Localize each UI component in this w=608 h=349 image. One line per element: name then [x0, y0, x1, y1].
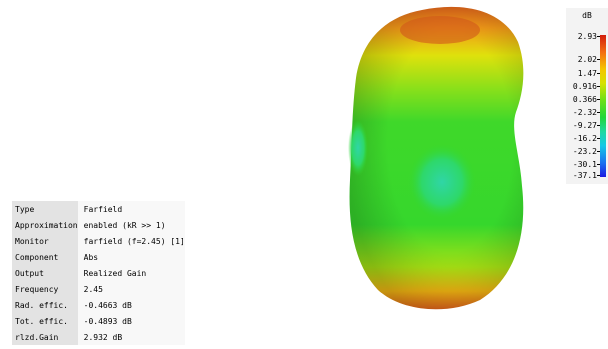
info-row-label: Tot. effic. [12, 313, 78, 329]
info-row-value: Farfield [77, 201, 185, 217]
info-row: Type Farfield [12, 201, 185, 217]
info-row: Output Realized Gain [12, 265, 185, 281]
legend-unit-label: dB [582, 11, 592, 20]
legend-tick-label: -9.27 [572, 121, 597, 130]
info-row-label: Rad. effic. [12, 297, 78, 313]
legend-tick-label: -37.1 [572, 171, 597, 180]
legend-tick-mark [597, 138, 600, 139]
legend-tick-label: 2.02 [577, 55, 597, 64]
info-row: Frequency 2.45 [12, 281, 185, 297]
legend-tick-mark [597, 151, 600, 152]
legend-tick-mark [597, 112, 600, 113]
legend-tick-mark [597, 125, 600, 126]
info-row: Component Abs [12, 249, 185, 265]
legend-tick-mark [597, 36, 600, 37]
radiation-pattern-3d[interactable] [330, 0, 550, 349]
color-scale-legend: dB 2.93 2.02 1.47 0.916 0.366 -2.32 -9.27 -16.2… [566, 8, 608, 184]
farfield-info-table: Type Farfield Approximation enabled (kR >> … [12, 201, 185, 345]
info-row-value: enabled (kR >> 1) [77, 217, 185, 233]
legend-tick-mark [597, 73, 600, 74]
legend-tick-label: -23.2 [572, 147, 597, 156]
info-row-value: 2.45 [77, 281, 185, 297]
info-row-label: Output [12, 265, 78, 281]
info-row: Rad. effic. -0.4663 dB [12, 297, 185, 313]
legend-tick-mark [597, 59, 600, 60]
info-row-value: Realized Gain [77, 265, 185, 281]
legend-tick-label: 2.93 [577, 32, 597, 41]
info-row-value: -0.4663 dB [77, 297, 185, 313]
info-row-label: Component [12, 249, 78, 265]
pattern-top-band [400, 16, 480, 44]
info-row: Monitor farfield (f=2.45) [1] [12, 233, 185, 249]
info-row: rlzd.Gain 2.932 dB [12, 329, 185, 345]
info-row-label: Frequency [12, 281, 78, 297]
info-row-label: Approximation [12, 217, 78, 233]
legend-tick-mark [597, 99, 600, 100]
pattern-dimple-left [348, 120, 368, 176]
info-row: Approximation enabled (kR >> 1) [12, 217, 185, 233]
info-row-label: Monitor [12, 233, 78, 249]
legend-tick-label: 0.916 [572, 82, 597, 91]
info-row-value: farfield (f=2.45) [1] [77, 233, 185, 249]
info-row-value: 2.932 dB [77, 329, 185, 345]
legend-tick-label: -2.32 [572, 108, 597, 117]
legend-color-bar [600, 35, 606, 177]
legend-tick-mark [597, 175, 600, 176]
legend-tick-label: 0.366 [572, 95, 597, 104]
info-row-value: Abs [77, 249, 185, 265]
info-row: Tot. effic. -0.4893 dB [12, 313, 185, 329]
info-row-label: rlzd.Gain [12, 329, 78, 345]
legend-tick-mark [597, 164, 600, 165]
legend-tick-mark [597, 86, 600, 87]
info-row-value: -0.4893 dB [77, 313, 185, 329]
legend-tick-label: -16.2 [572, 134, 597, 143]
info-row-label: Type [12, 201, 78, 217]
legend-tick-label: -30.1 [572, 160, 597, 169]
pattern-dimple-center [408, 144, 476, 220]
legend-tick-label: 1.47 [577, 69, 597, 78]
